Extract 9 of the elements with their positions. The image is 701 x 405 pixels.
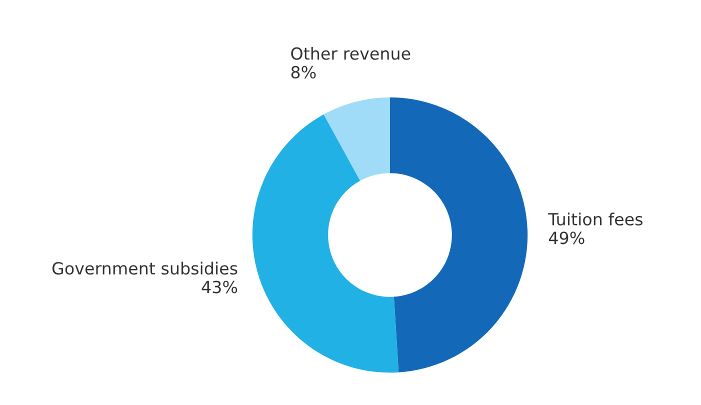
slice-label: Other revenue (291, 46, 410, 60)
donut-slice (390, 97, 528, 372)
data-label: 49% (548, 232, 584, 244)
data-label: 8% (291, 66, 316, 78)
slice-label: Tuition fees (548, 212, 642, 226)
data-label: 43% (202, 280, 238, 294)
donut-slice (252, 114, 399, 373)
donut-slice (324, 97, 390, 181)
slice-label: Government subsidies (52, 262, 238, 275)
